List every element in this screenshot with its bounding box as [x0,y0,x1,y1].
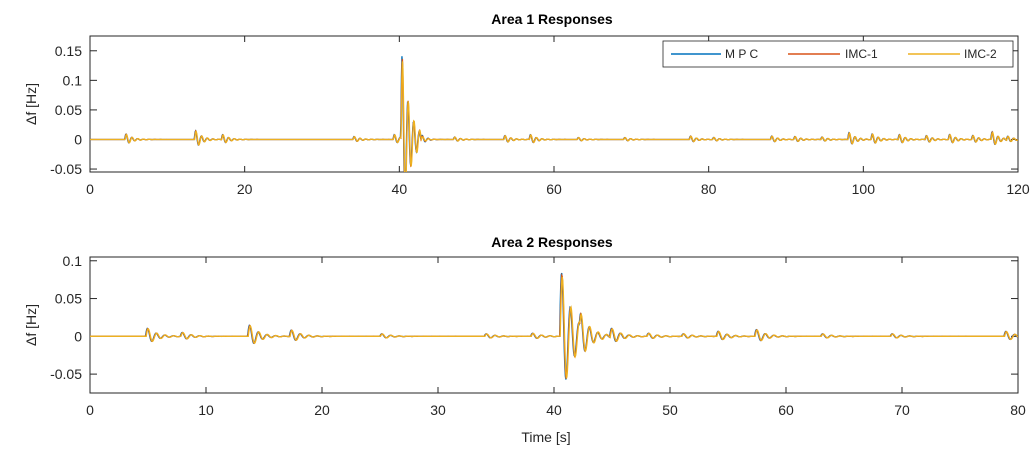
x-tick-label: 70 [894,402,910,418]
y-tick-label: 0.05 [55,291,82,307]
x-tick-label: 80 [1010,402,1026,418]
x-tick-label: 100 [852,181,876,197]
y-ticks-area-2: -0.05 0 0.05 0.1 [50,253,1018,382]
x-tick-label: 120 [1006,181,1030,197]
x-tick-label: 10 [198,402,214,418]
y-ticks-area-1: -0.05 0 0.05 0.1 0.15 [50,43,1018,177]
x-tick-label: 30 [430,402,446,418]
y-tick-label: 0.15 [55,43,82,59]
x-tick-label: 40 [546,402,562,418]
legend: M P C IMC-1 IMC-2 [662,40,1014,68]
legend-label-imc1: IMC-1 [845,47,878,61]
x-tick-label: 0 [86,181,94,197]
chart-area-2: Area 2 Responses Δf [Hz] 0 10 20 30 40 50 60 70… [23,234,1026,445]
y-tick-label: -0.05 [50,366,82,382]
chart-area-1: Area 1 Responses Δf [Hz] 0 20 40 60 80 100 120… [23,11,1030,197]
y-tick-label: 0.1 [63,72,83,88]
y-axis-label-area-2: Δf [Hz] [23,304,39,346]
x-tick-label: 0 [86,402,94,418]
chart-title-area-1: Area 1 Responses [491,11,613,27]
chart-title-area-2: Area 2 Responses [491,234,613,250]
series-lines-area-1 [90,56,1018,172]
y-tick-label: 0.1 [63,253,83,269]
y-tick-label: 0 [74,131,82,147]
x-tick-label: 20 [314,402,330,418]
y-tick-label: 0 [74,328,82,344]
y-tick-label: 0.05 [55,102,82,118]
y-tick-label: -0.05 [50,161,82,177]
series-line-imc-2 [90,276,1018,380]
x-tick-label: 50 [662,402,678,418]
x-axis-label-area-2: Time [s] [521,429,570,445]
x-ticks-area-2: 0 10 20 30 40 50 60 70 80 [86,257,1026,418]
x-tick-label: 80 [701,181,717,197]
y-axis-label-area-1: Δf [Hz] [23,83,39,125]
series-lines-area-2 [90,272,1018,380]
x-tick-label: 60 [546,181,562,197]
legend-label-mpc: M P C [725,47,758,61]
x-tick-label: 20 [237,181,253,197]
x-tick-label: 40 [392,181,408,197]
legend-label-imc2: IMC-2 [964,47,997,61]
plot-frame-area-2 [89,256,1019,394]
x-ticks-area-1: 0 20 40 60 80 100 120 [86,36,1030,197]
series-line-imc-2 [90,61,1018,172]
x-tick-label: 60 [778,402,794,418]
